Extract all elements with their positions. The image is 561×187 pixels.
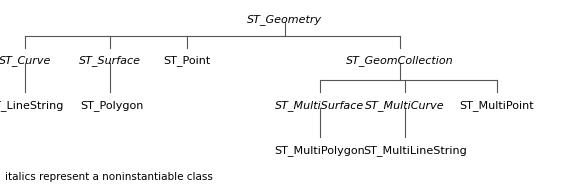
Text: ST_MultiLineString: ST_MultiLineString <box>363 145 467 156</box>
Text: ST_Surface: ST_Surface <box>79 55 141 66</box>
Text: italics represent a noninstantiable class: italics represent a noninstantiable clas… <box>5 172 213 182</box>
Text: ST_Geometry: ST_Geometry <box>247 14 323 25</box>
Text: ST_MultiPolygon: ST_MultiPolygon <box>275 145 365 156</box>
Text: ST_MultiPoint: ST_MultiPoint <box>459 100 534 111</box>
Text: ST_MultiSurface: ST_MultiSurface <box>275 100 365 111</box>
Text: ST_Polygon: ST_Polygon <box>80 100 144 111</box>
Text: ST_LineString: ST_LineString <box>0 100 63 111</box>
Text: ST_MultiCurve: ST_MultiCurve <box>365 100 445 111</box>
Text: ST_Point: ST_Point <box>163 55 210 66</box>
Text: ST_GeomCollection: ST_GeomCollection <box>346 55 454 66</box>
Text: ST_Curve: ST_Curve <box>0 55 51 66</box>
